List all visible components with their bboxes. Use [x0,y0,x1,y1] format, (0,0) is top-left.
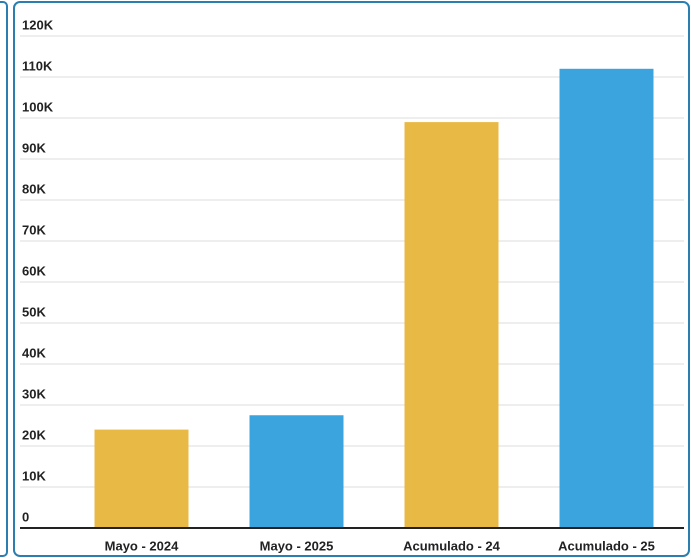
x-tick-label: Acumulado - 25 [558,538,655,553]
y-tick-label: 30K [22,386,46,401]
y-tick-label: 10K [22,468,46,483]
marks [94,68,654,529]
left-panel [0,1,8,557]
y-tick-label: 110K [22,58,53,73]
bar [94,429,189,528]
y-tick-label: 90K [22,140,46,155]
x-tick-label: Acumulado - 24 [403,538,501,553]
chart-panel [13,1,690,557]
y-tick-label: 50K [22,304,46,319]
y-tick-label: 0 [22,509,29,524]
y-tick-label: 80K [22,181,46,196]
x-tick-label: Mayo - 2024 [105,538,179,553]
y-tick-label: 120K [22,17,54,32]
x-tick-label: Mayo - 2025 [260,538,334,553]
y-tick-label: 70K [22,222,46,237]
bar [559,68,654,529]
y-tick-label: 60K [22,263,46,278]
y-tick-label: 100K [22,99,54,114]
bar [404,122,499,528]
y-tick-label: 20K [22,427,46,442]
bar [249,415,344,528]
y-tick-label: 40K [22,345,46,360]
